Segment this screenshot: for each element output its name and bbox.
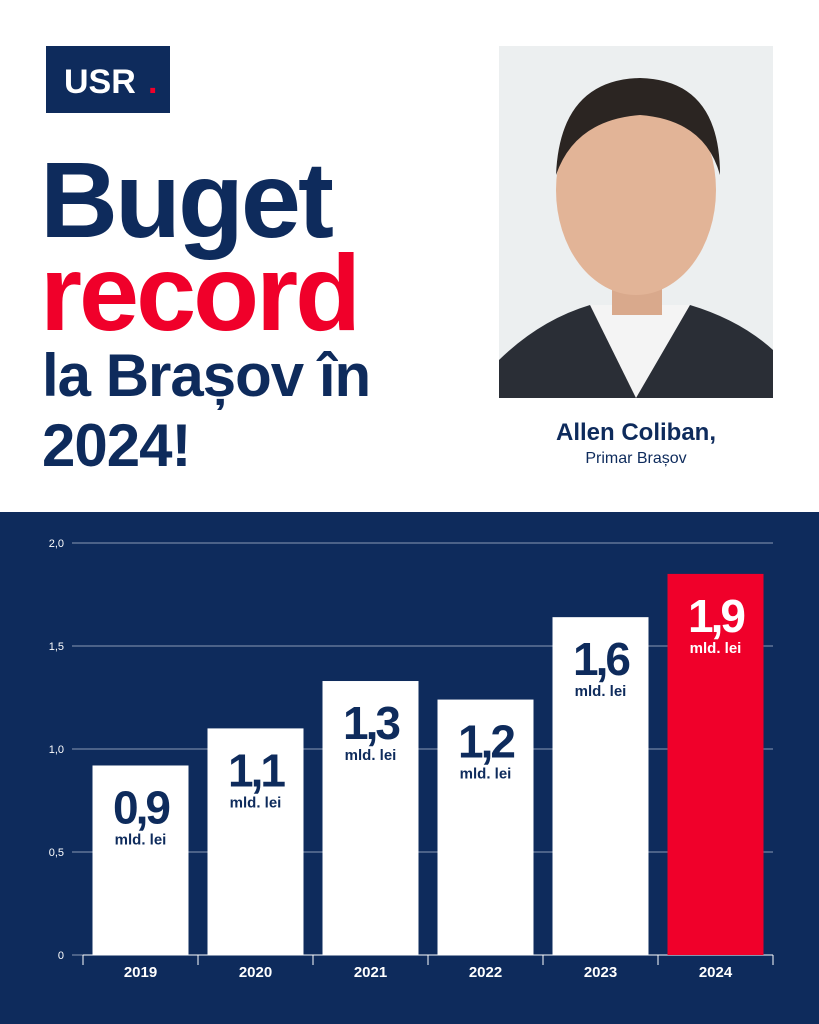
y-tick-label: 0: [58, 950, 64, 962]
value-unit: mld. lei: [345, 747, 397, 764]
value-label: 1,2: [458, 716, 514, 768]
person-role: Primar Brașov: [585, 450, 686, 467]
bar: [207, 728, 304, 955]
value-unit: mld. lei: [690, 640, 742, 657]
logo-text: USR: [64, 63, 136, 101]
headline-line: Buget: [40, 139, 333, 260]
y-tick-label: 0,5: [49, 847, 64, 859]
x-tick-label: 2023: [584, 964, 617, 981]
x-tick-label: 2024: [699, 964, 733, 981]
bar: [437, 699, 534, 955]
logo-box: [46, 46, 170, 113]
headline-line: la Brașov în: [42, 342, 370, 410]
bar: [92, 765, 189, 955]
value-label: 1,6: [573, 633, 629, 685]
headline-line: record: [40, 232, 358, 353]
headline-line: 2024!: [42, 412, 190, 479]
bar: [552, 617, 649, 955]
value-unit: mld. lei: [115, 831, 167, 848]
bar: [322, 681, 419, 955]
value-unit: mld. lei: [230, 794, 282, 811]
x-tick-label: 2020: [239, 964, 272, 981]
value-label: 0,9: [113, 781, 169, 833]
y-tick-label: 1,0: [49, 744, 64, 756]
person-name: Allen Coliban,: [556, 419, 716, 446]
x-tick-label: 2019: [124, 964, 157, 981]
y-tick-label: 2,0: [49, 538, 64, 550]
value-unit: mld. lei: [460, 766, 512, 783]
value-unit: mld. lei: [575, 683, 627, 700]
logo-dot: .: [148, 63, 157, 101]
value-label: 1,1: [228, 744, 285, 796]
value-label: 1,3: [343, 697, 399, 749]
value-label: 1,9: [688, 590, 744, 642]
y-tick-label: 1,5: [49, 641, 64, 653]
portrait: [499, 46, 773, 398]
x-tick-label: 2022: [469, 964, 502, 981]
bar: [667, 573, 764, 955]
x-tick-label: 2021: [354, 964, 387, 981]
